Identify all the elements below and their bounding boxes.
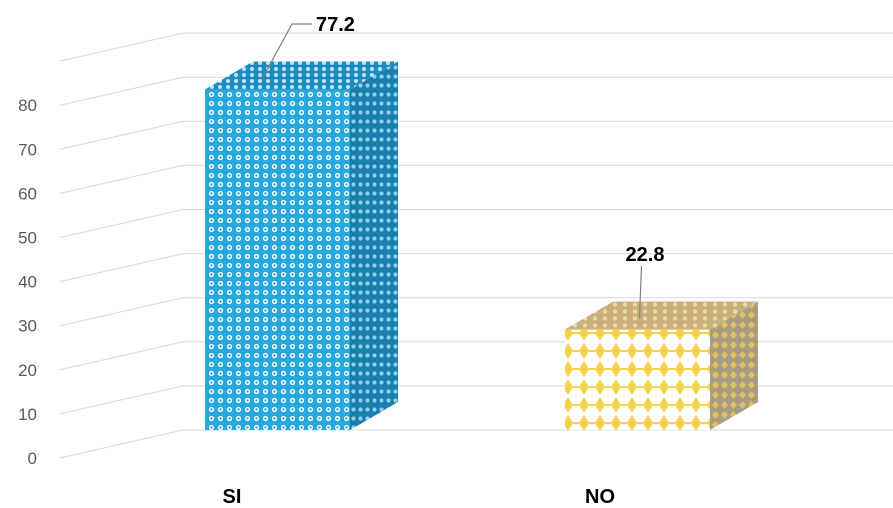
- bar-top-face: [205, 61, 398, 90]
- gridline: [59, 385, 893, 415]
- data-label-leader: [638, 265, 643, 319]
- bar-front-face: [205, 89, 350, 430]
- gridline: [59, 164, 893, 194]
- y-tick-label: 30: [18, 317, 37, 336]
- y-tick-label: 10: [18, 405, 37, 424]
- gridline: [59, 253, 893, 283]
- y-tick-label: 40: [18, 273, 37, 292]
- gridline: [59, 297, 893, 327]
- gridline: [59, 341, 893, 371]
- gridline: [59, 32, 893, 62]
- data-label-leader: [261, 23, 312, 79]
- bar-no: [565, 301, 758, 430]
- data-label: 22.8: [626, 244, 665, 266]
- y-tick-label: 70: [18, 140, 37, 159]
- x-tick-label: SI: [223, 486, 242, 508]
- y-tick-label: 60: [18, 184, 37, 203]
- x-tick-label: NO: [585, 486, 615, 508]
- gridline: [59, 120, 893, 150]
- y-tick-label: 20: [18, 361, 37, 380]
- bar-side-face: [710, 301, 758, 430]
- bar-si: [205, 61, 398, 430]
- y-tick-label: 80: [18, 96, 37, 115]
- bar-front-face: [565, 329, 710, 430]
- gridline: [59, 209, 893, 238]
- bar-top-face: [565, 301, 758, 330]
- y-tick-label: 0: [28, 449, 37, 468]
- gridline: [59, 429, 893, 459]
- y-tick-label: 50: [18, 229, 37, 248]
- bar-side-face: [350, 61, 398, 430]
- data-label: 77.2: [316, 14, 355, 36]
- gridline: [59, 76, 893, 106]
